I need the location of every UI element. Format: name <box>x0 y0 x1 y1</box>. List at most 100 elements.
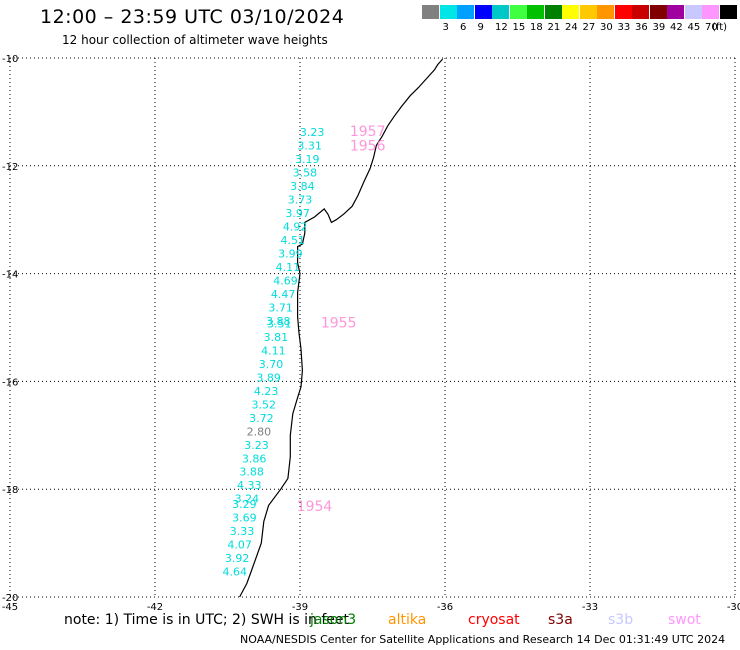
legend-label: 45 <box>687 22 701 33</box>
legend-swatch <box>632 5 649 19</box>
wave-height-value: 3.23 <box>300 126 325 139</box>
lat-tick-label: -14 <box>2 270 18 281</box>
legend-swatch <box>614 5 632 19</box>
wave-height-value: 4.92 <box>283 220 308 233</box>
wave-height-value: 3.69 <box>232 512 257 525</box>
wave-height-value: 3.51 <box>267 318 292 331</box>
legend-label: 12 <box>495 22 508 33</box>
map-title: 12:00 – 23:59 UTC 03/10/2024 <box>40 6 345 28</box>
wave-height-value: 4.11 <box>261 344 286 357</box>
satellite-label-s3b: s3b <box>608 612 634 628</box>
grid-lines <box>9 57 736 598</box>
observations: 3.233.313.193.583.843.733.974.924.513.99… <box>223 126 325 578</box>
wave-height-value: 3.19 <box>295 153 320 166</box>
wave-height-value: 3.33 <box>230 525 255 538</box>
wave-height-value: 4.33 <box>237 479 262 492</box>
wave-height-value: 4.69 <box>273 274 298 287</box>
wave-height-value: 3.86 <box>242 452 267 465</box>
legend-label: 15 <box>512 22 526 33</box>
map-subtitle: 12 hour collection of altimeter wave hei… <box>62 33 328 47</box>
legend-label: 27 <box>582 22 596 33</box>
satellite-label-swot: swot <box>668 612 701 628</box>
lon-tick-label: -30 <box>727 602 740 613</box>
lon-tick-label: -36 <box>437 602 453 613</box>
legend-swatch <box>649 5 667 19</box>
wave-height-value: 3.84 <box>290 180 315 193</box>
wave-height-value: 3.89 <box>256 371 281 384</box>
legend-swatch <box>509 5 527 19</box>
wave-height-value: 3.70 <box>259 358 284 371</box>
lat-tick-label: -10 <box>2 54 18 65</box>
wave-height-value: 3.88 <box>266 315 291 328</box>
legend-swatch <box>597 5 614 19</box>
legend-swatch <box>667 5 684 19</box>
legend-swatch <box>562 5 579 19</box>
wave-height-value: 3.92 <box>225 552 250 565</box>
track-time-label: 1954 <box>297 499 333 515</box>
wave-height-value: 3.81 <box>264 331 289 344</box>
legend-swatch <box>527 5 544 19</box>
wave-height-value: 3.23 <box>244 439 269 452</box>
wave-height-value: 4.51 <box>281 234 306 247</box>
satellite-label-cryosat: cryosat <box>468 612 520 628</box>
wave-height-value: 4.23 <box>254 385 279 398</box>
lat-tick-label: -12 <box>2 162 18 173</box>
footer-note: note: 1) Time is in UTC; 2) SWH is in fe… <box>64 612 350 628</box>
wave-height-value: 3.99 <box>278 247 303 260</box>
legend-swatch <box>492 5 509 19</box>
legend-label: 36 <box>635 22 648 33</box>
legend-label: 33 <box>617 22 631 33</box>
legend-label: 30 <box>600 22 613 33</box>
lon-tick-label: -39 <box>292 602 308 613</box>
legend-label: 24 <box>565 22 578 33</box>
wave-height-value: 4.47 <box>271 288 296 301</box>
legend-swatch <box>544 5 562 19</box>
satellite-label-s3a: s3a <box>548 612 573 628</box>
legend-label: 39 <box>652 22 666 33</box>
legend-swatch <box>579 5 597 19</box>
wave-height-value: 3.88 <box>239 466 264 479</box>
lon-tick-label: -45 <box>2 602 18 613</box>
lon-tick-label: -33 <box>582 602 598 613</box>
satellite-label-jason3: jason3 <box>310 612 357 628</box>
legend-label: 9 <box>477 22 484 33</box>
legend-label: 42 <box>670 22 683 33</box>
lon-tick-label: -42 <box>147 602 163 613</box>
coastline <box>239 58 444 598</box>
legend-label: 21 <box>547 22 561 33</box>
credit-line: NOAA/NESDIS Center for Satellite Applica… <box>240 633 726 646</box>
legend-swatch <box>422 5 439 19</box>
wave-height-value: 3.73 <box>288 194 313 207</box>
wave-height-value: 4.64 <box>223 565 248 578</box>
track-time-label: 1955 <box>321 316 357 332</box>
wave-height-value: 3.24 <box>235 493 260 506</box>
wave-height-value: 3.31 <box>297 140 322 153</box>
track-time-label: 1956 <box>350 139 386 155</box>
wave-height-value: 3.72 <box>249 412 274 425</box>
legend-swatch <box>702 5 719 19</box>
legend-label: 18 <box>530 22 543 33</box>
wave-height-value: 3.97 <box>285 207 310 220</box>
lat-tick-label: -18 <box>2 485 18 496</box>
legend-swatch <box>474 5 492 19</box>
wave-height-value: 4.11 <box>276 261 301 274</box>
tick-labels: -45 -42 -39 -36 -33 -30 -10 -12 -14 -16 -18 -20 <box>2 54 740 613</box>
wave-height-value: 4.07 <box>227 538 252 551</box>
wave-height-value: 3.52 <box>252 398 277 411</box>
wave-height-value: 3.58 <box>293 167 318 180</box>
legend-swatch <box>457 5 474 19</box>
legend-swatch <box>684 5 702 19</box>
track-time-label: 1957 <box>350 124 386 140</box>
wave-height-value: 3.29 <box>232 498 257 511</box>
legend-unit: (ft) <box>712 22 728 33</box>
legend-swatch <box>439 5 457 19</box>
legend-label: 70 <box>705 22 718 33</box>
wave-height-value: 2.80 <box>247 425 272 438</box>
lat-tick-label: -16 <box>2 377 18 388</box>
legend-label: 6 <box>460 22 467 33</box>
wave-height-value: 3.71 <box>268 301 293 314</box>
lat-tick-label: -20 <box>2 593 18 604</box>
legend-label: 3 <box>442 22 449 33</box>
